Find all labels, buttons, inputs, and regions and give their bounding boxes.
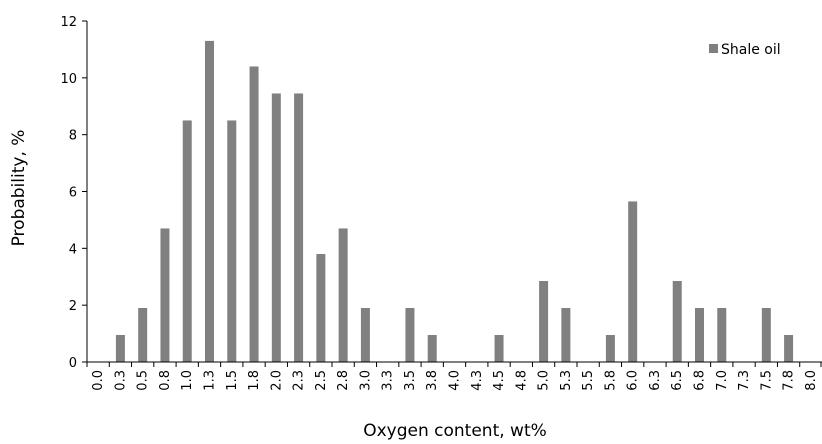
bar [405,308,415,362]
x-tick-label: 5.0 [537,370,552,391]
x-tick-label: 2.3 [292,370,307,391]
x-tick-label: 1.0 [180,370,195,391]
bar [182,120,192,362]
bar [628,201,638,362]
x-tick-label: 6.0 [626,370,641,391]
x-tick-label: 3.5 [403,370,418,391]
x-tick-label: 4.0 [448,370,463,391]
x-tick-label: 2.5 [314,370,329,391]
x-tick-label: 0.8 [158,370,173,391]
bar [761,308,771,362]
x-tick-label: 6.8 [693,370,708,391]
bar [316,254,326,362]
y-tick-label: 2 [69,299,77,314]
bars-group [115,40,794,363]
bar [605,335,615,362]
legend-label: Shale oil [721,42,781,58]
legend-swatch [709,44,718,53]
x-tick-label: 0.3 [113,370,128,391]
x-tick-label: 7.8 [782,370,797,391]
bar [249,66,259,362]
x-tick-label: 5.5 [581,370,596,391]
bar [160,228,170,362]
x-tick-label: 5.8 [603,370,618,391]
x-tick-label: 3.0 [358,370,373,391]
x-tick-label: 6.5 [670,370,685,391]
x-tick-label: 4.8 [514,370,529,391]
y-tick-label: 4 [69,242,77,257]
x-ticks-group: 0.0 0.3 0.5 0.8 1.0 1.3 1.5 1.8 2.0 2.3 2.5 2.8 3.0 3… [86,362,822,391]
bar [360,308,370,362]
bar [427,335,437,362]
x-tick-label: 1.5 [225,370,240,391]
y-tick-label: 8 [69,129,77,144]
x-tick-label: 4.5 [492,370,507,391]
y-tick-label: 10 [60,72,77,87]
bar [539,281,549,362]
x-tick-label: 8.0 [804,370,819,391]
y-axis-title: Probability, % [9,130,29,247]
bar [561,308,571,362]
bar [115,335,125,362]
bar [695,308,704,362]
x-tick-label: 5.3 [559,370,574,391]
x-tick-label: 6.3 [648,370,663,391]
x-tick-label: 1.8 [247,370,262,391]
x-tick-label: 7.3 [737,370,752,391]
bar [227,120,237,362]
x-tick-label: 1.3 [203,370,218,391]
bar [138,308,148,362]
y-tick-label: 6 [69,186,77,201]
x-tick-label: 0.0 [91,370,106,391]
legend: Shale oil [709,42,781,58]
y-tick-label: 12 [60,15,77,30]
x-tick-label: 7.5 [759,370,774,391]
bar [338,228,348,362]
x-tick-label: 2.8 [336,370,351,391]
x-tick-label: 3.3 [381,370,396,391]
x-axis-title: Oxygen content, wt% [363,421,547,441]
x-tick-label: 2.0 [269,370,284,391]
bar [494,335,504,362]
bar [784,335,794,362]
x-tick-label: 7.0 [715,370,730,391]
bar [205,40,214,363]
bar [271,93,281,363]
bar [294,93,304,363]
y-ticks-group: 0 2 4 6 8 10 12 [60,15,87,371]
bar [717,308,727,362]
x-tick-label: 4.3 [470,370,485,391]
bar [672,281,682,362]
x-tick-label: 0.5 [136,370,151,391]
y-tick-label: 0 [69,356,77,371]
x-tick-label: 3.8 [425,370,440,391]
